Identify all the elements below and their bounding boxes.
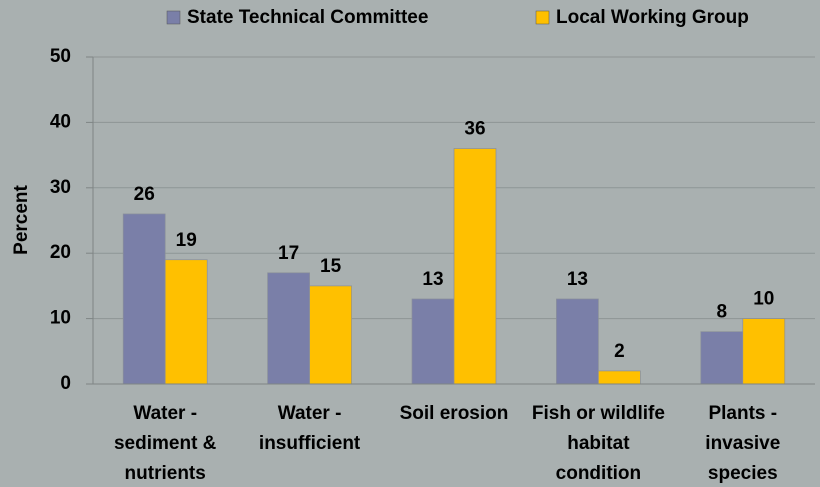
bar <box>700 331 744 385</box>
data-label: 26 <box>134 184 155 205</box>
data-label: 17 <box>278 243 299 264</box>
data-label: 13 <box>422 269 443 290</box>
bar <box>742 318 786 385</box>
x-tick-label: condition <box>556 463 641 484</box>
data-label: 36 <box>464 119 485 140</box>
bar <box>309 285 352 385</box>
x-tick-label: Water - <box>133 403 197 424</box>
y-tick-label: 10 <box>50 308 71 329</box>
bar <box>267 272 310 385</box>
y-tick-label: 50 <box>50 46 71 67</box>
x-tick-label: species <box>708 463 778 484</box>
legend-swatch <box>166 10 181 25</box>
legend-label: Local Working Group <box>556 7 749 28</box>
data-label: 19 <box>176 230 197 251</box>
x-tick-label: Fish or wildlife <box>532 403 665 424</box>
x-tick-label: habitat <box>567 433 630 454</box>
y-axis-label: Percent <box>11 184 32 254</box>
x-tick-label: nutrients <box>125 463 206 484</box>
legend-label: State Technical Committee <box>187 7 428 28</box>
x-tick-label: invasive <box>705 433 780 454</box>
y-tick-label: 20 <box>50 242 71 263</box>
bar <box>164 259 208 385</box>
y-tick-label: 30 <box>50 177 71 198</box>
bar <box>556 298 599 385</box>
data-label: 2 <box>614 341 625 362</box>
bar <box>453 148 497 385</box>
x-tick-label: Soil erosion <box>400 403 509 424</box>
x-tick-label: insufficient <box>259 433 361 454</box>
legend-swatch <box>535 10 550 25</box>
data-label: 15 <box>320 256 342 277</box>
x-tick-label: Plants - <box>708 403 777 424</box>
y-tick-label: 0 <box>60 373 71 394</box>
x-tick-label: sediment & <box>114 433 217 454</box>
bar <box>411 298 455 385</box>
data-label: 13 <box>567 269 588 290</box>
x-tick-label: Water - <box>278 403 342 424</box>
data-label: 8 <box>717 302 728 323</box>
data-label: 10 <box>753 289 774 310</box>
bar <box>598 370 641 385</box>
y-tick-label: 40 <box>50 111 71 132</box>
bar <box>122 213 166 385</box>
